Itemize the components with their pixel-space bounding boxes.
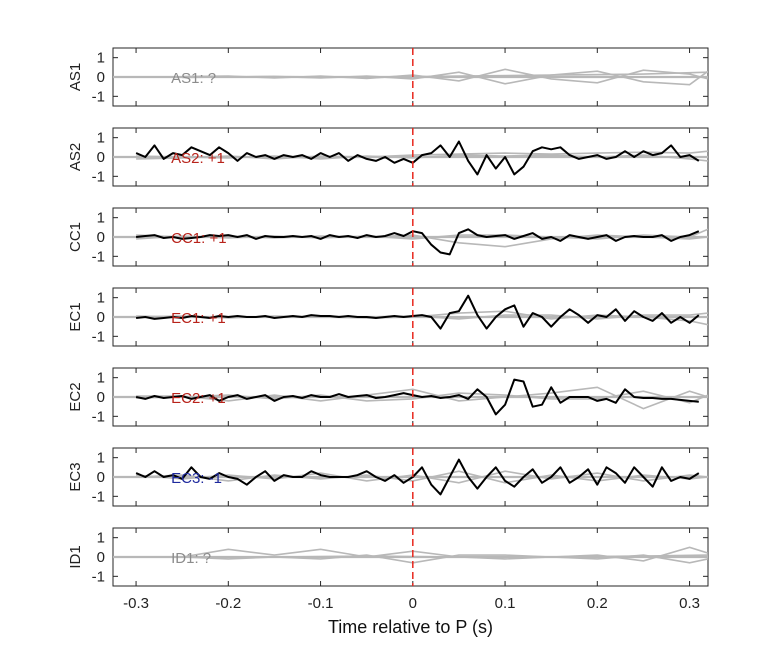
background-trace	[182, 546, 708, 562]
polarity-annotation-ec1: EC1: +1	[171, 310, 226, 327]
station-label-cc1: CC1	[67, 222, 84, 252]
y-tick-label: 1	[97, 370, 105, 387]
y-tick-label: -1	[92, 568, 105, 585]
traces-ec2	[113, 378, 708, 416]
panel-cc1: 1 0 -1 CC1 CC1: +1	[67, 207, 709, 267]
y-tick-label: 1	[97, 530, 105, 547]
y-tick-label: -1	[92, 488, 105, 505]
panel-ec1: 1 0 -1 EC1 EC1: +1	[67, 287, 709, 347]
panel-as2: 1 0 -1 AS2 AS2: +1	[67, 127, 709, 187]
station-label-ec2: EC2	[67, 382, 84, 411]
polarity-annotation-ec3: EC3: -1	[171, 470, 222, 487]
y-tick-label: 0	[97, 229, 105, 246]
station-label-ec3: EC3	[67, 462, 84, 491]
y-tick-label: -1	[92, 408, 105, 425]
y-tick-label: -1	[92, 88, 105, 105]
traces-as2	[113, 140, 708, 176]
y-tick-label: -1	[92, 168, 105, 185]
panel-as1: 1 0 -1 AS1 AS1: ?	[67, 47, 709, 107]
y-tick-label: -1	[92, 248, 105, 265]
traces-ec1	[113, 294, 708, 330]
x-tick-label: 0.2	[587, 595, 608, 612]
panel-ec3: 1 0 -1 EC3 EC3: -1	[67, 447, 709, 507]
main-trace-ec1	[135, 294, 700, 330]
x-axis-label: Time relative to P (s)	[328, 617, 493, 637]
polarity-annotation-as1: AS1: ?	[171, 70, 216, 87]
polarity-annotation-id1: ID1: ?	[171, 550, 211, 567]
y-tick-label: 1	[97, 450, 105, 467]
y-tick-label: 0	[97, 389, 105, 406]
y-tick-label: 0	[97, 549, 105, 566]
station-label-id1: ID1	[67, 545, 84, 568]
y-tick-label: 1	[97, 50, 105, 67]
station-label-ec1: EC1	[67, 302, 84, 331]
x-tick-label: 0.3	[679, 595, 700, 612]
polarity-annotation-ec2: EC2: +1	[171, 390, 226, 407]
y-tick-label: 1	[97, 210, 105, 227]
panel-ec2: 1 0 -1 EC2 EC2: +1	[67, 367, 709, 427]
main-trace-cc1	[135, 228, 700, 256]
x-tick-label: -0.2	[215, 595, 241, 612]
y-tick-label: 0	[97, 149, 105, 166]
panel-id1: 1 0 -1 ID1 ID1: ?	[67, 527, 709, 587]
background-trace	[136, 386, 708, 410]
traces-cc1	[113, 228, 708, 256]
polarity-annotation-cc1: CC1: +1	[171, 230, 226, 247]
traces-as1	[113, 68, 708, 86]
traces-ec3	[113, 458, 708, 496]
polarity-annotation-as2: AS2: +1	[171, 150, 225, 167]
x-tick-label: 0.1	[495, 595, 516, 612]
traces-id1	[113, 546, 708, 564]
main-trace-ec2	[135, 378, 699, 416]
station-label-as2: AS2	[67, 143, 84, 171]
x-tick-label: -0.1	[308, 595, 334, 612]
station-label-as1: AS1	[67, 63, 84, 91]
y-tick-label: 0	[97, 309, 105, 326]
background-trace	[136, 470, 708, 484]
y-tick-label: 0	[97, 69, 105, 86]
main-trace-ec3	[135, 458, 700, 496]
x-tick-label: -0.3	[123, 595, 149, 612]
y-tick-label: 1	[97, 290, 105, 307]
main-trace-as2	[135, 140, 700, 176]
y-tick-label: 0	[97, 469, 105, 486]
y-tick-label: -1	[92, 328, 105, 345]
y-tick-label: 1	[97, 130, 105, 147]
x-tick-label: 0	[409, 595, 417, 612]
